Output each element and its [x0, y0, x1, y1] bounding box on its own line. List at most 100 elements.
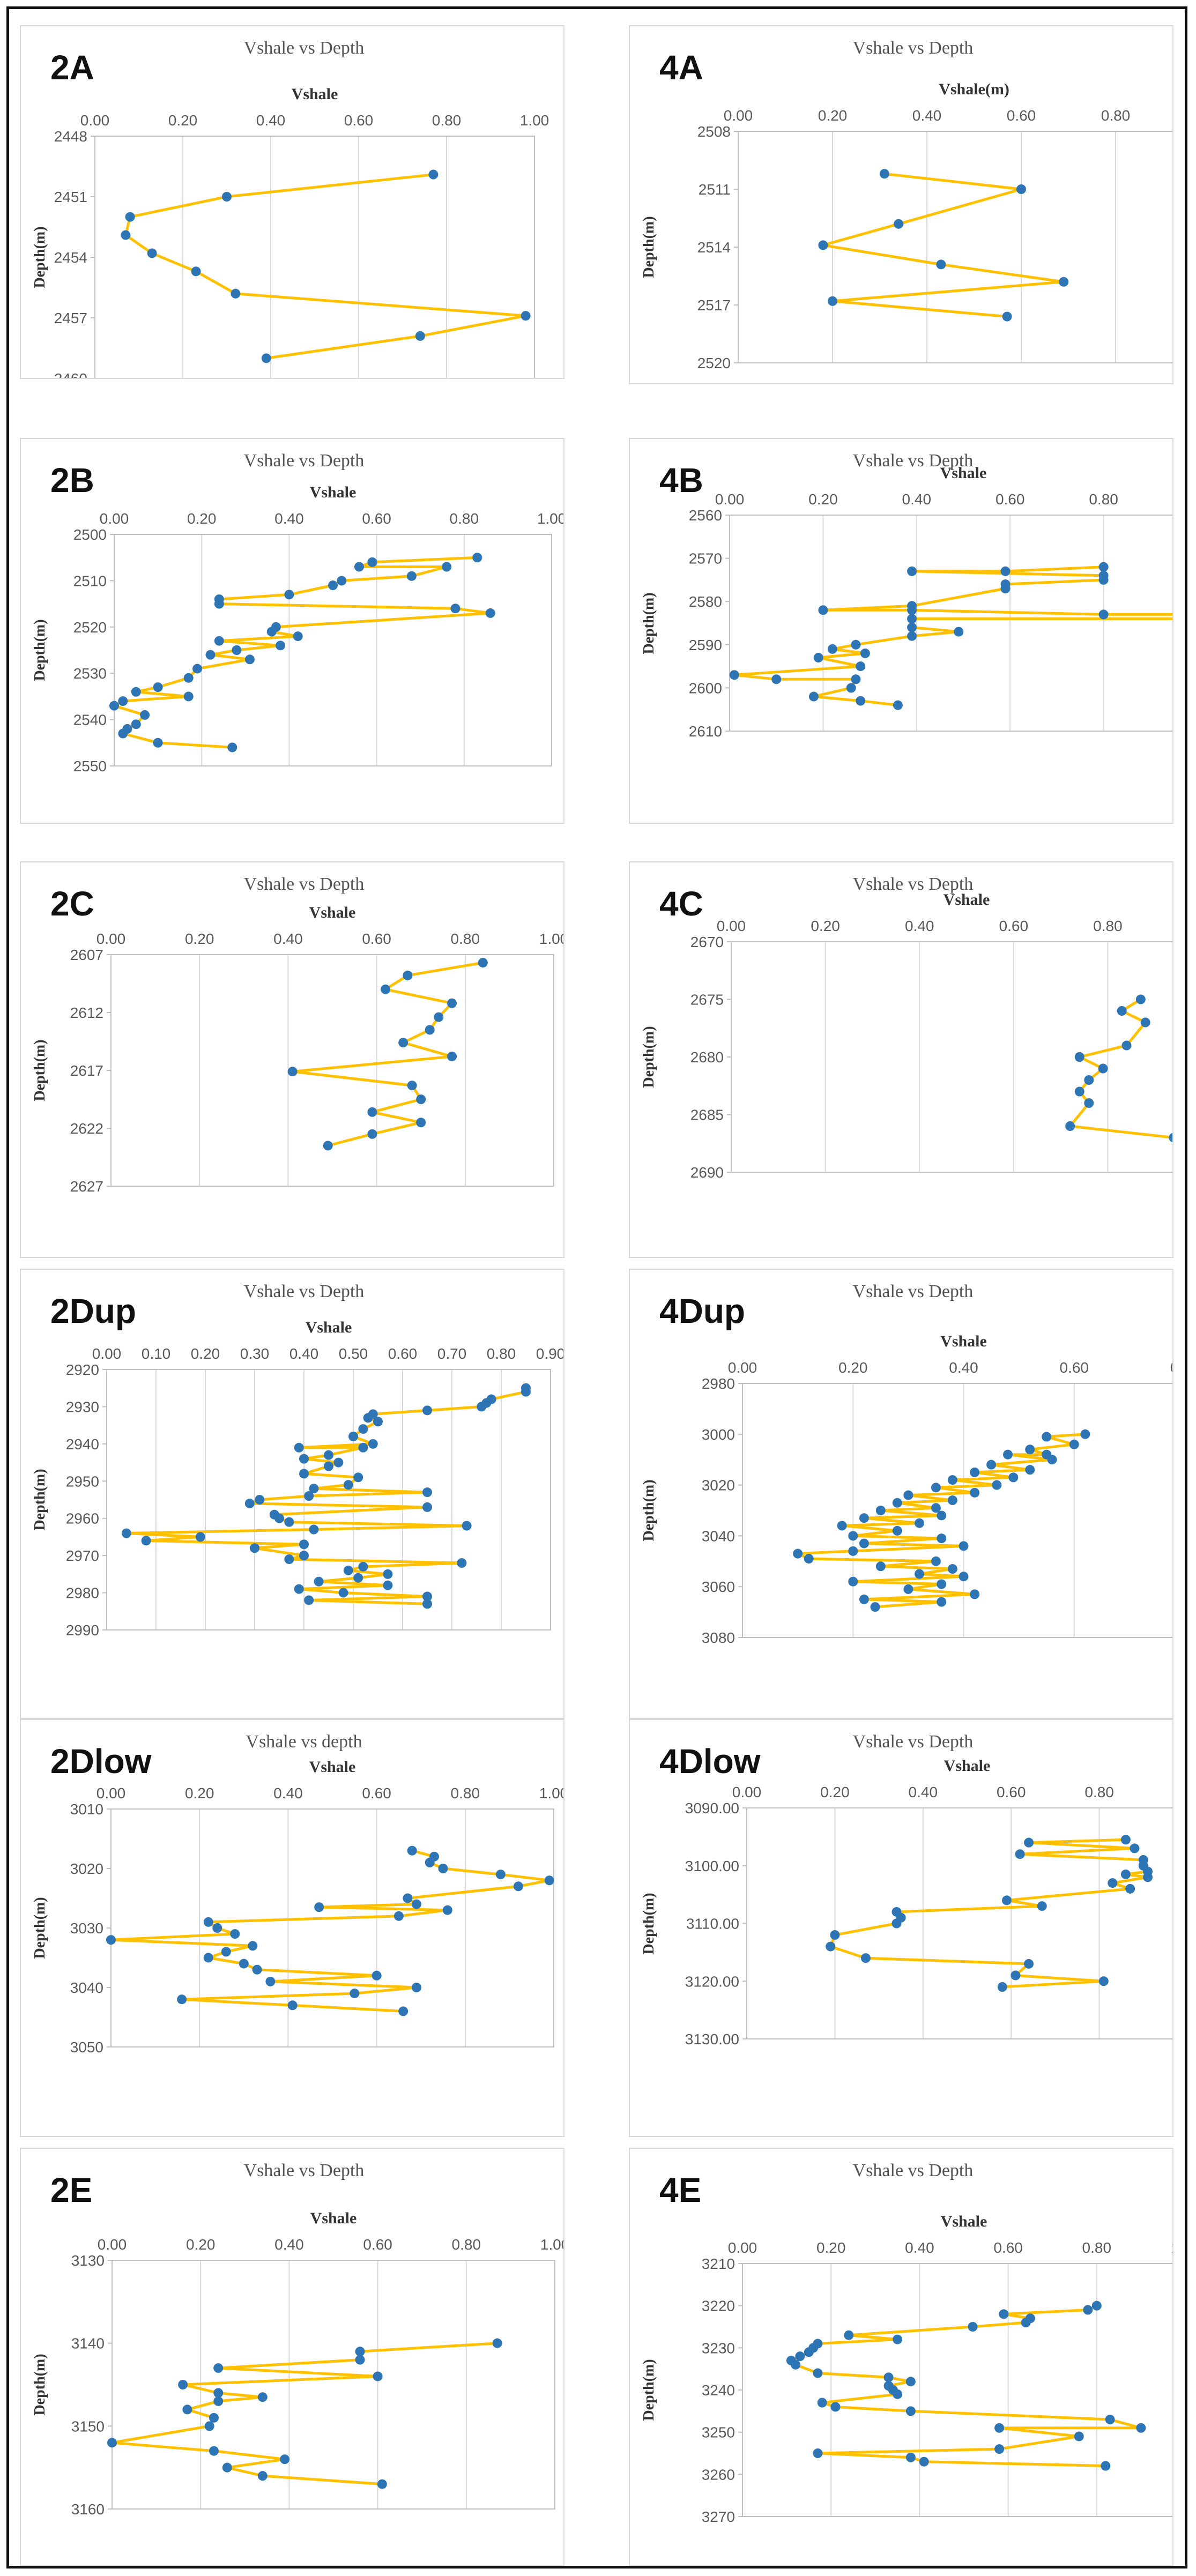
- plot-area: [731, 941, 1172, 1173]
- y-tick-label: 2617: [70, 1062, 103, 1079]
- data-point: [879, 169, 889, 179]
- x-tick-label: 0.60: [362, 1785, 391, 1801]
- y-tick-label: 2675: [690, 992, 724, 1008]
- data-point: [1083, 2305, 1093, 2315]
- data-point: [1084, 1098, 1094, 1108]
- panel-label: 2B: [50, 461, 94, 500]
- data-point: [203, 1953, 213, 1963]
- data-point: [398, 2006, 408, 2016]
- data-point: [403, 970, 413, 980]
- data-point: [153, 682, 163, 693]
- data-point: [1065, 1121, 1075, 1131]
- y-tick-label: 2560: [689, 507, 722, 524]
- y-tick-label: 3100.00: [685, 1858, 739, 1874]
- data-point: [304, 1595, 314, 1605]
- y-tick-label: 3020: [70, 1860, 103, 1877]
- data-point: [848, 1576, 858, 1587]
- y-tick-label: 3220: [702, 2298, 735, 2314]
- x-tick-label: 0.20: [185, 1785, 214, 1801]
- data-point: [354, 562, 364, 572]
- x-axis-label: Vshale: [944, 1757, 991, 1775]
- y-tick-label: 3050: [70, 2039, 103, 2056]
- data-point: [1120, 1869, 1131, 1879]
- data-point: [276, 641, 286, 651]
- chart-title: Vshale vs Depth: [852, 2161, 974, 2180]
- data-point: [907, 622, 917, 632]
- x-tick-label: 0.40: [273, 1785, 303, 1801]
- data-point: [892, 1918, 902, 1929]
- x-tick-label: 0.20: [808, 491, 838, 508]
- data-point: [907, 566, 917, 576]
- data-point: [513, 1881, 523, 1892]
- data-point: [209, 2413, 219, 2423]
- panel-label: 4Dup: [659, 1292, 745, 1330]
- data-point: [959, 1541, 969, 1551]
- x-tick-label: 1.00: [1171, 2239, 1172, 2256]
- data-point: [368, 1439, 378, 1449]
- data-point: [299, 1469, 309, 1479]
- plot-svg: 0.00 0.10 0.20 0.30 0.40 0.50 0.60 0.70 0.80 0.90…: [66, 1345, 563, 1639]
- data-point: [1074, 1086, 1084, 1097]
- data-point: [398, 1038, 408, 1048]
- data-point: [416, 1095, 426, 1104]
- x-tick-label: 0.60: [999, 918, 1029, 934]
- data-point: [1016, 184, 1026, 194]
- data-point: [937, 1510, 947, 1521]
- chart-title: Vshale vs Depth: [243, 1282, 365, 1301]
- y-tick-label: 2580: [689, 593, 722, 610]
- data-point: [907, 631, 917, 641]
- plot-svg: 0.00 0.20 0.40 0.60 0.80 1.00 2448 2451 2454 2457…: [54, 112, 549, 378]
- x-axis-label: Vshale: [309, 1758, 356, 1776]
- y-tick-label: 2500: [73, 526, 107, 543]
- x-tick-label: 0.40: [905, 2239, 934, 2256]
- data-point: [274, 1513, 284, 1523]
- data-point: [462, 1521, 472, 1531]
- y-tick-label: 2511: [699, 181, 731, 198]
- data-point: [818, 605, 828, 615]
- data-point: [813, 2448, 823, 2458]
- y-tick-label: 3110.00: [686, 1916, 739, 1932]
- plot-area: [738, 131, 1172, 363]
- y-tick-label: 3040: [70, 1979, 103, 1996]
- data-point: [1074, 1052, 1084, 1062]
- y-tick-label: 3150: [71, 2418, 105, 2434]
- x-tick-label: 0.40: [289, 1345, 319, 1362]
- data-point: [358, 1442, 368, 1453]
- data-point: [1074, 2431, 1084, 2441]
- data-point: [442, 1905, 452, 1915]
- x-tick-label: 0.20: [187, 510, 217, 527]
- data-point: [255, 1495, 265, 1505]
- data-point: [182, 2404, 192, 2415]
- data-point: [350, 1989, 360, 1999]
- data-point: [125, 212, 135, 222]
- data-point: [358, 1561, 368, 1572]
- data-point: [947, 1495, 957, 1506]
- data-point: [870, 1602, 880, 1612]
- chart-panel-4dup: 4Dup Vshale vs Depth Vshale Depth(m) 0.00 0.2…: [629, 1269, 1173, 1719]
- data-point: [212, 1923, 222, 1933]
- y-tick-label: 3130: [71, 2252, 105, 2269]
- data-point: [222, 192, 232, 202]
- data-point: [903, 1490, 913, 1500]
- data-point: [328, 580, 338, 591]
- data-point: [309, 1484, 319, 1494]
- plot-svg: 0.00 0.20 0.40 0.60 0.80 2980 3000 3020 3040 3060…: [702, 1359, 1172, 1646]
- x-tick-label: 1.00: [520, 112, 549, 129]
- chart-panel-2e: 2E Vshale vs Depth Vshale Depth(m) 0.00 0.20 0…: [20, 2148, 564, 2566]
- vshale-series-line: [829, 1838, 1149, 1989]
- panel-label: 4E: [659, 2171, 702, 2209]
- data-point: [1098, 562, 1109, 572]
- x-tick-label: 0.40: [902, 491, 932, 508]
- data-point: [299, 1551, 309, 1561]
- data-point: [813, 2368, 823, 2378]
- data-point: [893, 700, 903, 710]
- data-point: [856, 696, 866, 706]
- data-point: [450, 604, 460, 614]
- data-point: [1169, 1133, 1172, 1143]
- data-point: [422, 1599, 432, 1609]
- y-tick-label: 2980: [66, 1585, 99, 1602]
- x-tick-label: 0.50: [339, 1345, 368, 1362]
- y-tick-label: 2570: [689, 550, 722, 567]
- vshale-series-line: [796, 1433, 1086, 1609]
- panel-label: 2Dlow: [50, 1742, 152, 1781]
